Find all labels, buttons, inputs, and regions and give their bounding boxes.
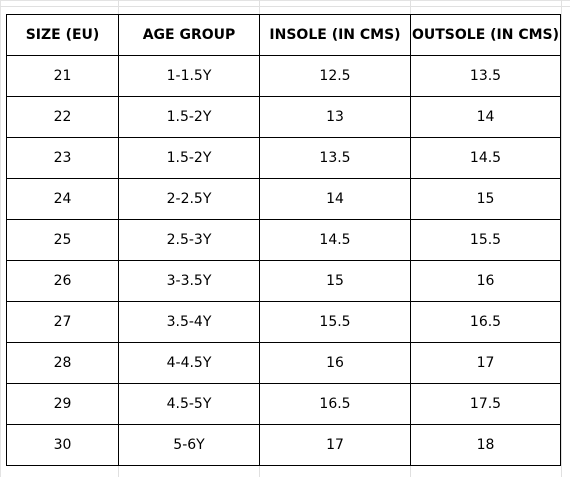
table-header-row: SIZE (EU) AGE GROUP INSOLE (IN CMS) OUTS… [6, 14, 561, 56]
cell-insole[interactable]: 14.5 [259, 219, 411, 261]
table-row: 29 4.5-5Y 16.5 17.5 [6, 383, 561, 425]
cell-insole[interactable]: 14 [259, 178, 411, 220]
cell-size[interactable]: 28 [6, 342, 119, 384]
cell-insole[interactable]: 16.5 [259, 383, 411, 425]
cell-outsole[interactable]: 13.5 [410, 55, 561, 97]
cell-insole[interactable]: 12.5 [259, 55, 411, 97]
table-row: 21 1-1.5Y 12.5 13.5 [6, 55, 561, 97]
cell-outsole[interactable]: 15.5 [410, 219, 561, 261]
table-row: 26 3-3.5Y 15 16 [6, 260, 561, 302]
cell-outsole[interactable]: 16.5 [410, 301, 561, 343]
cell-outsole[interactable]: 17.5 [410, 383, 561, 425]
cell-size[interactable]: 21 [6, 55, 119, 97]
table-row: 23 1.5-2Y 13.5 14.5 [6, 137, 561, 179]
cell-age-group[interactable]: 1-1.5Y [118, 55, 260, 97]
cell-insole[interactable]: 16 [259, 342, 411, 384]
cell-insole[interactable]: 15 [259, 260, 411, 302]
cell-size[interactable]: 27 [6, 301, 119, 343]
table-row: 27 3.5-4Y 15.5 16.5 [6, 301, 561, 343]
table-row: 22 1.5-2Y 13 14 [6, 96, 561, 138]
table-row: 24 2-2.5Y 14 15 [6, 178, 561, 220]
cell-insole[interactable]: 15.5 [259, 301, 411, 343]
cell-age-group[interactable]: 5-6Y [118, 424, 260, 466]
cell-insole[interactable]: 13 [259, 96, 411, 138]
cell-size[interactable]: 26 [6, 260, 119, 302]
cell-size[interactable]: 24 [6, 178, 119, 220]
sheet-gridline [0, 6, 570, 7]
cell-outsole[interactable]: 15 [410, 178, 561, 220]
cell-outsole[interactable]: 18 [410, 424, 561, 466]
header-cell-insole[interactable]: INSOLE (IN CMS) [259, 14, 411, 56]
header-cell-age-group[interactable]: AGE GROUP [118, 14, 260, 56]
cell-outsole[interactable]: 14 [410, 96, 561, 138]
cell-age-group[interactable]: 1.5-2Y [118, 137, 260, 179]
cell-age-group[interactable]: 4.5-5Y [118, 383, 260, 425]
cell-age-group[interactable]: 1.5-2Y [118, 96, 260, 138]
sheet-gridline [561, 0, 562, 477]
cell-insole[interactable]: 13.5 [259, 137, 411, 179]
cell-age-group[interactable]: 3-3.5Y [118, 260, 260, 302]
cell-age-group[interactable]: 3.5-4Y [118, 301, 260, 343]
cell-age-group[interactable]: 4-4.5Y [118, 342, 260, 384]
cell-outsole[interactable]: 17 [410, 342, 561, 384]
table-row: 25 2.5-3Y 14.5 15.5 [6, 219, 561, 261]
cell-outsole[interactable]: 16 [410, 260, 561, 302]
cell-size[interactable]: 30 [6, 424, 119, 466]
cell-insole[interactable]: 17 [259, 424, 411, 466]
cell-size[interactable]: 25 [6, 219, 119, 261]
cell-outsole[interactable]: 14.5 [410, 137, 561, 179]
size-chart-table: SIZE (EU) AGE GROUP INSOLE (IN CMS) OUTS… [6, 14, 561, 466]
header-cell-size[interactable]: SIZE (EU) [6, 14, 119, 56]
table-row: 30 5-6Y 17 18 [6, 424, 561, 466]
cell-size[interactable]: 23 [6, 137, 119, 179]
cell-age-group[interactable]: 2-2.5Y [118, 178, 260, 220]
header-cell-outsole[interactable]: OUTSOLE (IN CMS) [410, 14, 561, 56]
cell-size[interactable]: 29 [6, 383, 119, 425]
cell-size[interactable]: 22 [6, 96, 119, 138]
table-row: 28 4-4.5Y 16 17 [6, 342, 561, 384]
cell-age-group[interactable]: 2.5-3Y [118, 219, 260, 261]
